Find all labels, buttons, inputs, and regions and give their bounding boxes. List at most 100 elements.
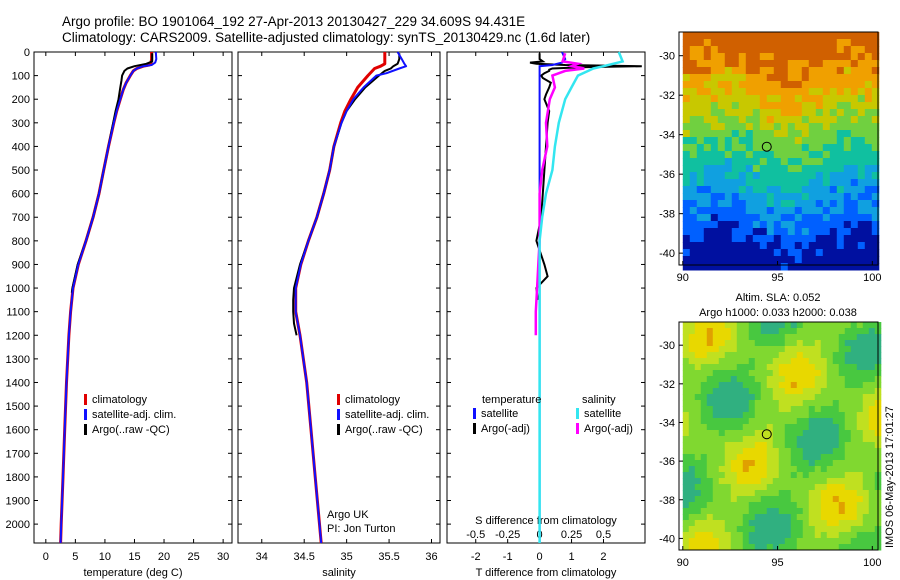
map-1-cell: [766, 179, 775, 187]
map-1-cell: [766, 46, 775, 54]
map-1-cell: [787, 242, 796, 250]
map-2-cell: [730, 436, 738, 443]
map-2-cell: [790, 412, 798, 419]
map-1-cell: [738, 249, 747, 257]
map-1-cell: [857, 214, 866, 222]
map-2-cell: [682, 508, 690, 515]
map-2-cell: [736, 412, 744, 419]
map-2-cell: [712, 322, 720, 329]
map-2-cell: [688, 352, 696, 359]
map-1-cell: [843, 249, 852, 257]
map-2-cell: [724, 454, 732, 461]
map-2-cell: [748, 544, 756, 551]
map-2-cell: [748, 448, 756, 455]
map-2-cell: [790, 508, 798, 515]
map-2-cell: [832, 544, 840, 551]
map-1-cell: [808, 60, 817, 68]
map-2-cell: [748, 532, 756, 539]
map-2-cell: [802, 382, 810, 389]
map-1-cell: [857, 158, 866, 166]
map-2-cell: [808, 376, 816, 383]
map-2-cell: [784, 508, 792, 515]
map-1-cell: [864, 95, 873, 103]
map-2-cell: [820, 322, 828, 329]
map-2-cell: [688, 406, 696, 413]
map-2-cell: [772, 424, 780, 431]
map-1-cell: [731, 74, 740, 82]
map-2-cell: [718, 328, 726, 335]
map-1-cell: [766, 186, 775, 194]
map-2-cell: [868, 382, 876, 389]
map-1-cell: [829, 179, 838, 187]
map-1-cell: [710, 39, 719, 47]
map-2-cell: [772, 448, 780, 455]
map-1-cell: [822, 165, 831, 173]
map-2-cell: [718, 424, 726, 431]
map-1-cell: [822, 179, 831, 187]
map-1-ytick-label: -34: [659, 130, 675, 142]
map-2-cell: [688, 418, 696, 425]
map-2-cell: [724, 424, 732, 431]
xtick-label: -2: [471, 551, 481, 563]
map-2-cell: [724, 490, 732, 497]
map-1-cell: [717, 158, 726, 166]
map-1-cell: [759, 193, 768, 201]
map-1-cell: [759, 81, 768, 89]
map-2-cell: [706, 496, 714, 503]
map-2-cell: [856, 352, 864, 359]
map-2-cell: [862, 418, 870, 425]
map-2-cell: [730, 538, 738, 545]
map-2-cell: [856, 376, 864, 383]
map-2-cell: [796, 352, 804, 359]
map-2-cell: [844, 334, 852, 341]
map-1-cell: [864, 249, 873, 257]
map-1-cell: [752, 193, 761, 201]
map-1-cell: [759, 60, 768, 68]
map-2-cell: [742, 526, 750, 533]
map-2-cell: [694, 412, 702, 419]
map-2-cell: [790, 322, 798, 329]
map-2-cell: [826, 406, 834, 413]
map-1-cell: [836, 249, 845, 257]
map-2-cell: [844, 454, 852, 461]
map-1-cell: [738, 130, 747, 138]
map-2-cell: [766, 418, 774, 425]
map-2-cell: [730, 412, 738, 419]
map-1-cell: [801, 228, 810, 236]
map-1-cell: [815, 123, 824, 131]
map-1-cell: [717, 221, 726, 229]
map-2-cell: [682, 322, 690, 329]
map-1-cell: [717, 46, 726, 54]
map-2-cell: [790, 376, 798, 383]
map-1-cell: [752, 249, 761, 257]
map-2-cell: [802, 400, 810, 407]
map-2-cell: [754, 448, 762, 455]
map-1-cell: [759, 39, 768, 47]
map-1-cell: [724, 81, 733, 89]
ytick-label: 400: [12, 141, 30, 153]
map-2-cell: [820, 430, 828, 437]
map-1-cell: [738, 102, 747, 110]
map-1-cell: [864, 151, 873, 159]
map-2-cell: [760, 532, 768, 539]
map-1-cell: [780, 165, 789, 173]
map-2-cell: [736, 538, 744, 545]
map-2-cell: [730, 508, 738, 515]
map-2-cell: [748, 520, 756, 527]
map-2-cell: [808, 448, 816, 455]
map-2-cell: [838, 436, 846, 443]
map-1-cell: [703, 144, 712, 152]
map-2-cell: [856, 442, 864, 449]
map-2-cell: [802, 460, 810, 467]
ytick-label: 1200: [6, 330, 30, 342]
map-2-cell: [772, 328, 780, 335]
map-1-cell: [822, 74, 831, 82]
map-2-cell: [736, 352, 744, 359]
map-2-cell: [850, 454, 858, 461]
map-1-cell: [710, 221, 719, 229]
map-2-cell: [850, 394, 858, 401]
map-1-cell: [850, 256, 859, 264]
map-1-cell: [808, 242, 817, 250]
map-1-cell: [815, 165, 824, 173]
map-1-cell: [843, 151, 852, 159]
